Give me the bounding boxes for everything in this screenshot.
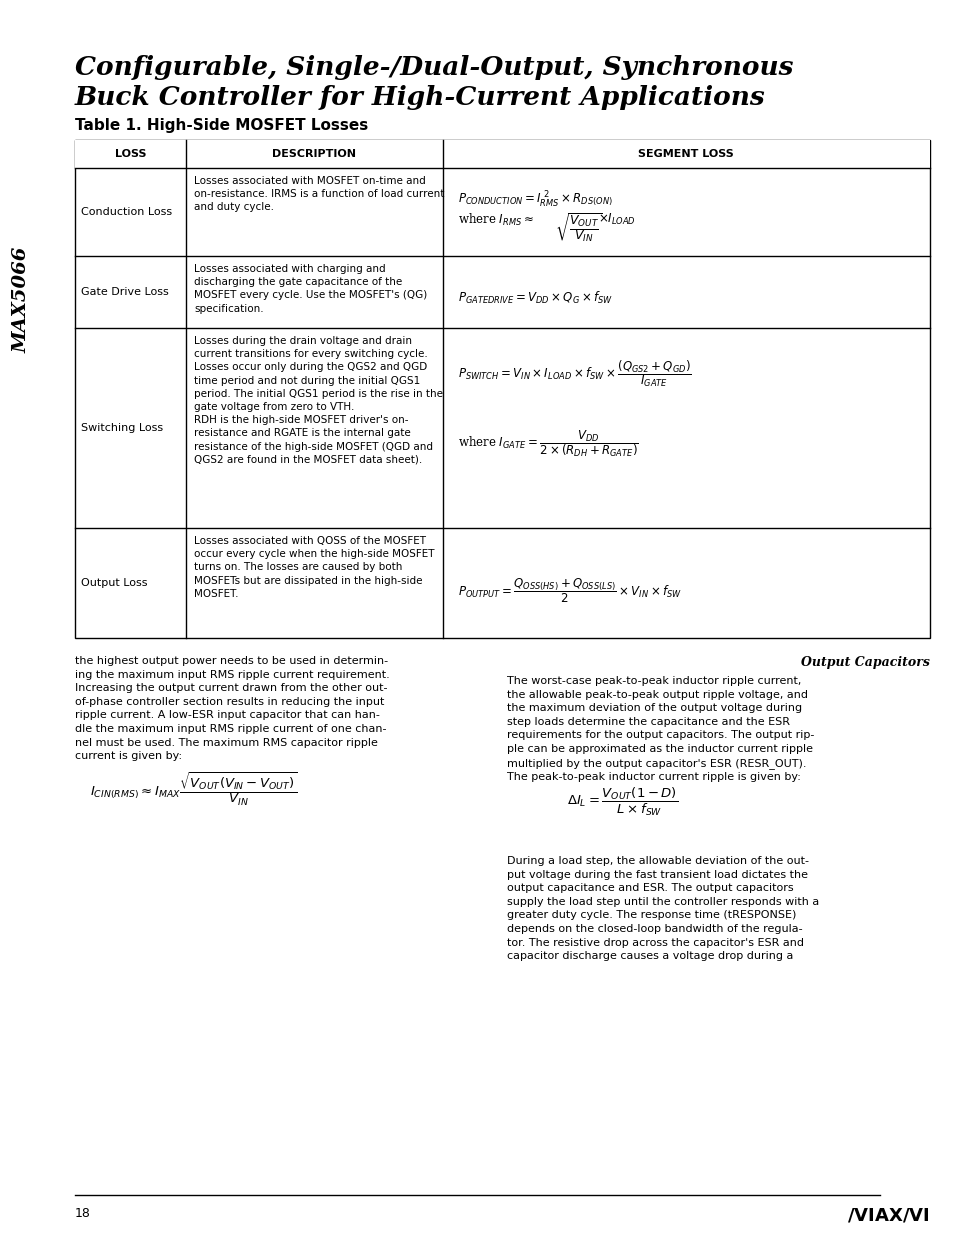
Text: 18: 18 (75, 1207, 91, 1220)
Text: Losses associated with charging and
discharging the gate capacitance of the
MOSF: Losses associated with charging and disc… (194, 264, 427, 314)
Text: $\sqrt{\dfrac{V_{OUT}}{V_{IN}}}$: $\sqrt{\dfrac{V_{OUT}}{V_{IN}}}$ (554, 212, 601, 245)
Text: Conduction Loss: Conduction Loss (81, 207, 172, 217)
Text: SEGMENT LOSS: SEGMENT LOSS (638, 149, 734, 159)
Text: Losses during the drain voltage and drain
current transitions for every switchin: Losses during the drain voltage and drai… (194, 336, 443, 464)
Text: $P_{GATEDRIVE} = V_{DD} \times Q_G \times f_{SW}$: $P_{GATEDRIVE} = V_{DD} \times Q_G \time… (457, 290, 612, 306)
Bar (75, 140, 929, 638)
Text: DESCRIPTION: DESCRIPTION (273, 149, 356, 159)
Text: $P_{CONDUCTION} = I_{RMS}^{\ 2} \times R_{DS(ON)}$: $P_{CONDUCTION} = I_{RMS}^{\ 2} \times R… (457, 190, 612, 210)
Text: the highest output power needs to be used in determin-
ing the maximum input RMS: the highest output power needs to be use… (75, 656, 390, 761)
Text: where $I_{RMS} \approx$: where $I_{RMS} \approx$ (457, 212, 533, 228)
Text: Table 1. High-Side MOSFET Losses: Table 1. High-Side MOSFET Losses (75, 119, 368, 133)
Text: Configurable, Single-/Dual-Output, Synchronous: Configurable, Single-/Dual-Output, Synch… (75, 56, 793, 80)
Bar (75, 140, 929, 168)
Text: $\times I_{LOAD}$: $\times I_{LOAD}$ (597, 212, 635, 227)
Text: Losses associated with QOSS of the MOSFET
occur every cycle when the high-side M: Losses associated with QOSS of the MOSFE… (194, 536, 435, 599)
Text: Gate Drive Loss: Gate Drive Loss (81, 287, 169, 296)
Text: $I_{CIN(RMS)} \approx I_{MAX} \dfrac{\sqrt{V_{OUT}(V_{IN}-V_{OUT})}}{V_{IN}}$: $I_{CIN(RMS)} \approx I_{MAX} \dfrac{\sq… (90, 771, 297, 808)
Text: MAX5066: MAX5066 (13, 247, 30, 353)
Text: Output Capacitors: Output Capacitors (801, 656, 929, 669)
Text: $\mathbf{/VIAX/VI}$: $\mathbf{/VIAX/VI}$ (846, 1207, 929, 1225)
Text: LOSS: LOSS (114, 149, 146, 159)
Text: Losses associated with MOSFET on-time and
on-resistance. IRMS is a function of l: Losses associated with MOSFET on-time an… (194, 177, 444, 212)
Text: $P_{SWITCH} = V_{IN} \times I_{LOAD} \times f_{SW} \times \dfrac{(Q_{GS2}+Q_{GD}: $P_{SWITCH} = V_{IN} \times I_{LOAD} \ti… (457, 358, 691, 389)
Text: Buck Controller for High-Current Applications: Buck Controller for High-Current Applica… (75, 85, 765, 110)
Text: $\Delta I_L = \dfrac{V_{OUT}(1-D)}{L \times f_{SW}}$: $\Delta I_L = \dfrac{V_{OUT}(1-D)}{L \ti… (567, 785, 678, 819)
Text: $P_{OUTPUT} = \dfrac{Q_{OSS(HS)}+Q_{OSS(LS)}}{2} \times V_{IN} \times f_{SW}$: $P_{OUTPUT} = \dfrac{Q_{OSS(HS)}+Q_{OSS(… (457, 577, 680, 605)
Text: During a load step, the allowable deviation of the out-
put voltage during the f: During a load step, the allowable deviat… (507, 856, 819, 961)
Text: The worst-case peak-to-peak inductor ripple current,
the allowable peak-to-peak : The worst-case peak-to-peak inductor rip… (507, 676, 814, 782)
Text: Output Loss: Output Loss (81, 578, 148, 588)
Text: Switching Loss: Switching Loss (81, 424, 163, 433)
Text: where $I_{GATE} = \dfrac{V_{DD}}{2 \times (R_{DH}+R_{GATE})}$: where $I_{GATE} = \dfrac{V_{DD}}{2 \time… (457, 429, 638, 459)
